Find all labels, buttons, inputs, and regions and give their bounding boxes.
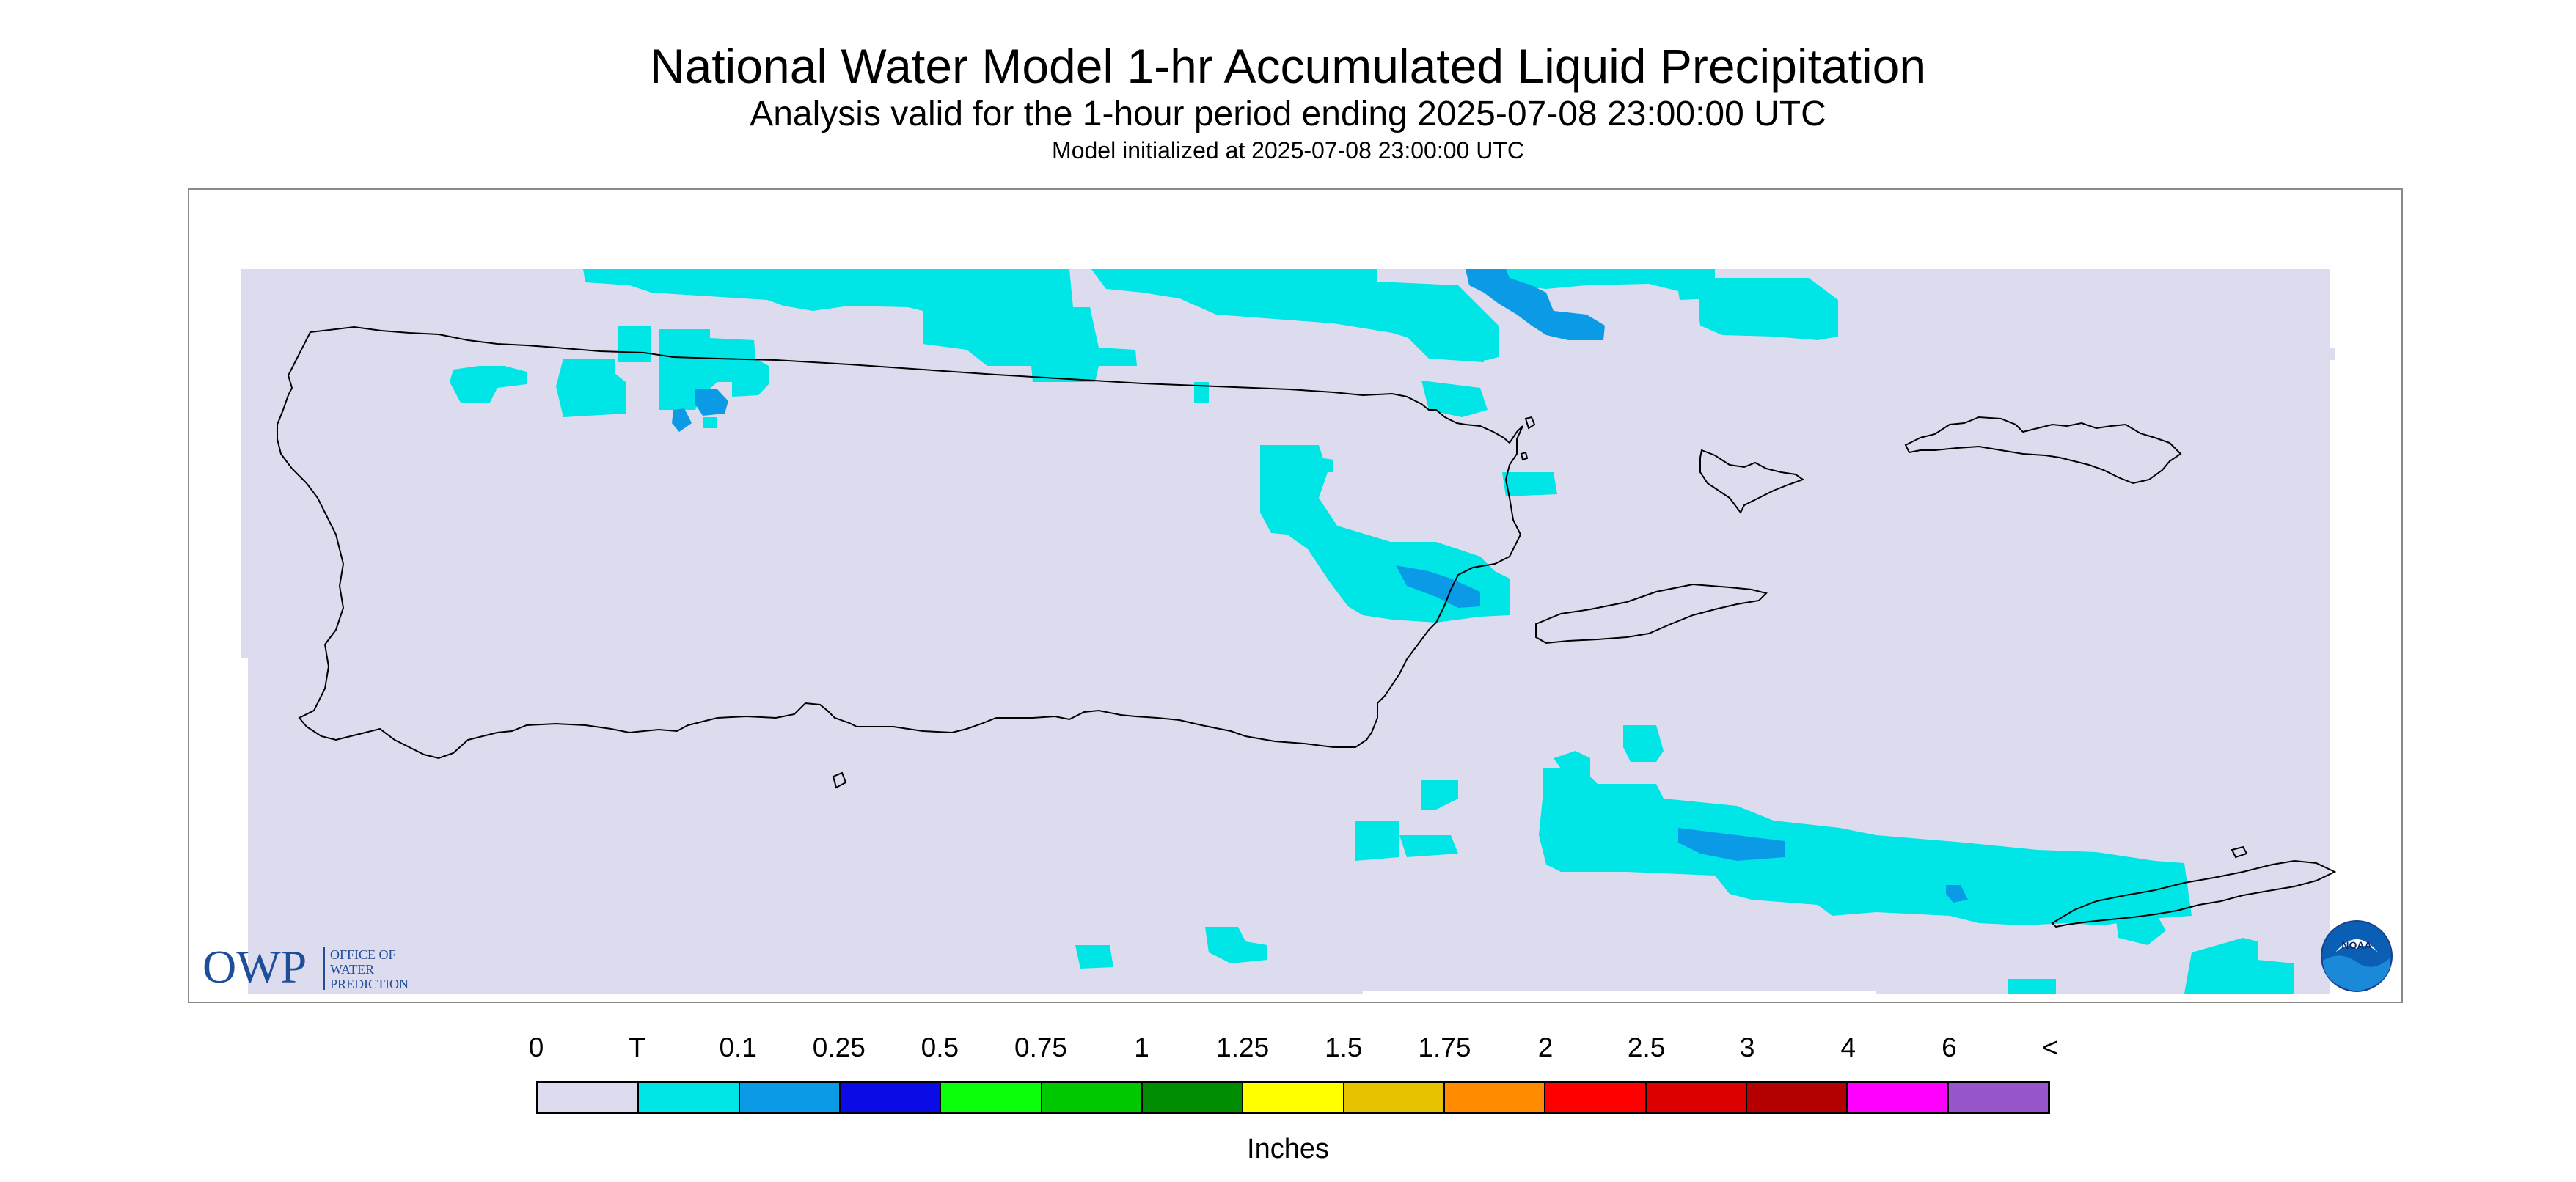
map-title: National Water Model 1-hr Accumulated Li… <box>649 39 1927 93</box>
model-init-line: Model initialized at 2025-07-08 23:00:00… <box>1052 137 1524 164</box>
legend-label: 3 <box>1739 1032 1755 1062</box>
legend-swatch <box>639 1083 740 1112</box>
legend-label: 4 <box>1840 1032 1856 1062</box>
legend-label: 1.75 <box>1418 1032 1471 1062</box>
caja-de-muertos-coastline <box>832 771 847 789</box>
legend-label: 1.5 <box>1325 1032 1363 1062</box>
buck-island-coastline <box>2231 845 2248 859</box>
legend-label: T <box>629 1032 645 1062</box>
model-domain-area <box>241 269 2335 994</box>
legend-swatch <box>1142 1083 1244 1112</box>
isla-palominos-coastline <box>1524 416 1536 430</box>
noaa-logo-text: NOAA <box>2341 939 2371 951</box>
legend-swatch <box>941 1083 1042 1112</box>
legend-swatch <box>1344 1083 1445 1112</box>
owp-logo: OWP OFFICE OF WATER PREDICTION <box>201 940 450 993</box>
legend-label: 0.1 <box>719 1032 757 1062</box>
legend-label: 6 <box>1942 1032 1957 1062</box>
legend-labels: 0 T 0.1 0.25 0.5 0.75 1 1.25 1.5 1.75 2 2.5 3 4 6 < <box>0 1032 2576 1069</box>
precipitation-map: OWP OFFICE OF WATER PREDICTION NOAA <box>188 188 2403 1003</box>
legend-swatch <box>1848 1083 1949 1112</box>
legend-label: 0.75 <box>1014 1032 1068 1062</box>
legend-swatch <box>538 1083 640 1112</box>
culebra-coastline <box>1699 449 1805 514</box>
vieques-coastline <box>1535 583 1768 645</box>
owp-logo-line-3: PREDICTION <box>330 977 409 991</box>
coastlines <box>277 326 2337 928</box>
legend-swatch <box>1948 1083 2048 1112</box>
legend-label: < <box>2042 1032 2058 1062</box>
legend-label: 1.25 <box>1216 1032 1270 1062</box>
legend-label: 0.25 <box>812 1032 866 1062</box>
legend-label: 2.5 <box>1627 1032 1666 1062</box>
legend-swatch <box>1243 1083 1344 1112</box>
legend-swatch <box>739 1083 841 1112</box>
legend-swatch <box>1444 1083 1546 1112</box>
legend-units: Inches <box>1247 1134 1329 1164</box>
owp-logo-mark: OWP <box>202 941 307 993</box>
legend-label: 0 <box>528 1032 544 1062</box>
legend-label: 1 <box>1134 1032 1149 1062</box>
owp-logo-line-2: WATER <box>330 962 374 977</box>
legend-colorbar <box>536 1081 2050 1114</box>
legend-swatch <box>1545 1083 1647 1112</box>
precip-trace-areas <box>450 269 2294 994</box>
st-thomas-stjohn-coastline <box>1904 416 2182 485</box>
small-cay-coastline <box>1520 451 1529 461</box>
legend-swatch <box>1042 1083 1143 1112</box>
precip-light-areas <box>672 269 1968 903</box>
legend-label: 2 <box>1537 1032 1554 1062</box>
noaa-emblem-icon: NOAA <box>2320 919 2393 993</box>
legend-swatch <box>840 1083 942 1112</box>
puerto-rico-coastline <box>277 326 1523 760</box>
map-subtitle: Analysis valid for the 1-hour period end… <box>750 95 1826 133</box>
st-croix-coastline <box>2051 859 2337 928</box>
legend-swatch <box>1746 1083 1848 1112</box>
owp-logo-line-1: OFFICE OF <box>330 947 396 962</box>
legend-swatch <box>1646 1083 1747 1112</box>
legend-label: 0.5 <box>921 1032 959 1062</box>
